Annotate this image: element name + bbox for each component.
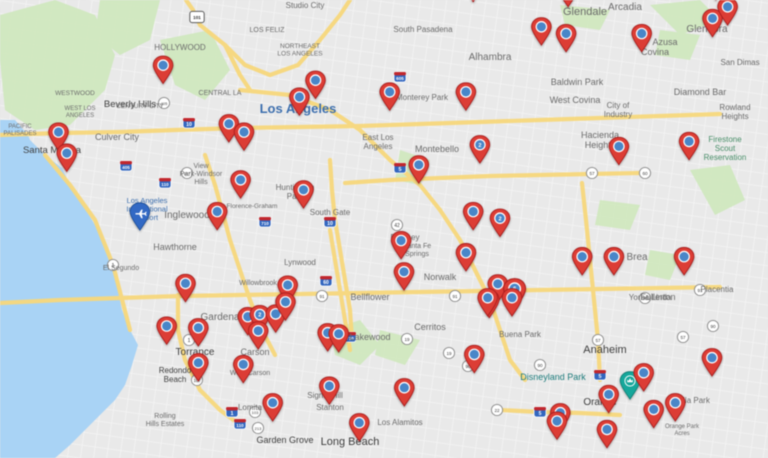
svg-text:El Segundo: El Segundo — [103, 265, 139, 272]
svg-text:57: 57 — [680, 335, 686, 340]
svg-text:Fullerton: Fullerton — [640, 292, 675, 302]
svg-text:South Gate: South Gate — [310, 208, 351, 217]
svg-text:90: 90 — [710, 324, 716, 329]
svg-text:605: 605 — [396, 76, 404, 81]
svg-text:Studio City: Studio City — [286, 1, 325, 10]
svg-text:Lakewood: Lakewood — [349, 332, 390, 342]
svg-text:19: 19 — [404, 337, 410, 342]
svg-text:Baldwin Park: Baldwin Park — [551, 77, 604, 87]
svg-text:Placentia: Placentia — [701, 285, 734, 294]
svg-text:Long Beach: Long Beach — [321, 436, 380, 448]
svg-text:10: 10 — [327, 221, 333, 227]
svg-text:60: 60 — [323, 280, 329, 286]
svg-text:Bellflower: Bellflower — [350, 292, 389, 302]
svg-text:5: 5 — [399, 167, 402, 173]
svg-text:Hawthorne: Hawthorne — [153, 242, 197, 252]
svg-text:57: 57 — [595, 338, 601, 343]
svg-text:CENTRAL LA: CENTRAL LA — [199, 90, 242, 97]
svg-text:90: 90 — [537, 363, 543, 368]
svg-text:Alhambra: Alhambra — [469, 52, 512, 63]
svg-text:Willowbrook: Willowbrook — [239, 280, 277, 287]
svg-text:Covina: Covina — [641, 47, 669, 57]
svg-text:LOS FELIZ: LOS FELIZ — [249, 27, 285, 34]
svg-text:Montebello: Montebello — [415, 144, 459, 154]
svg-text:101: 101 — [193, 15, 201, 20]
svg-text:Norwalk: Norwalk — [424, 272, 457, 282]
svg-text:213: 213 — [255, 426, 262, 431]
svg-text:5: 5 — [539, 411, 542, 417]
svg-text:Brea: Brea — [626, 252, 648, 263]
svg-text:91: 91 — [452, 294, 458, 299]
svg-text:Anaheim: Anaheim — [583, 344, 626, 356]
svg-text:CENTURY CITY: CENTURY CITY — [116, 103, 164, 110]
svg-text:2: 2 — [498, 216, 501, 222]
svg-text:Culver City: Culver City — [95, 132, 140, 142]
svg-text:WESTWOOD: WESTWOOD — [55, 90, 95, 97]
svg-text:42: 42 — [394, 223, 400, 229]
svg-text:2: 2 — [478, 143, 481, 149]
svg-text:Lynwood: Lynwood — [284, 258, 316, 267]
svg-text:1: 1 — [231, 411, 234, 417]
svg-text:Florence-Graham: Florence-Graham — [227, 203, 278, 210]
svg-text:1: 1 — [188, 338, 191, 344]
svg-text:West Covina: West Covina — [550, 95, 601, 105]
svg-text:Lomita: Lomita — [238, 403, 263, 412]
svg-text:Disneyland Park: Disneyland Park — [520, 372, 586, 382]
svg-text:91: 91 — [319, 294, 325, 299]
svg-text:Glendale: Glendale — [563, 6, 607, 18]
svg-text:110: 110 — [161, 182, 169, 187]
svg-text:San Dimas: San Dimas — [720, 58, 759, 67]
svg-text:HOLLYWOOD: HOLLYWOOD — [154, 43, 206, 52]
svg-text:2: 2 — [258, 313, 261, 319]
svg-text:Inglewood: Inglewood — [164, 210, 210, 221]
svg-text:Buena Park: Buena Park — [499, 330, 542, 339]
svg-text:110: 110 — [236, 423, 244, 428]
svg-text:57: 57 — [589, 171, 595, 176]
svg-text:19: 19 — [446, 351, 452, 356]
svg-text:60: 60 — [642, 171, 648, 176]
svg-text:Garden Grove: Garden Grove — [256, 435, 313, 445]
svg-text:22: 22 — [494, 408, 500, 413]
svg-text:Cerritos: Cerritos — [414, 322, 446, 332]
svg-text:Diamond Bar: Diamond Bar — [674, 87, 727, 97]
svg-text:Los Alamitos: Los Alamitos — [377, 418, 422, 427]
svg-text:10: 10 — [186, 122, 192, 128]
svg-text:South Pasadena: South Pasadena — [393, 25, 453, 34]
svg-text:Azusa: Azusa — [652, 37, 677, 47]
svg-text:Monterey Park: Monterey Park — [396, 93, 449, 102]
svg-text:5: 5 — [599, 374, 602, 380]
svg-text:Gardena: Gardena — [201, 312, 240, 323]
svg-text:710: 710 — [261, 221, 269, 226]
svg-text:405: 405 — [122, 165, 130, 170]
svg-text:Arcadia: Arcadia — [608, 2, 642, 13]
svg-text:Stanton: Stanton — [316, 403, 344, 412]
